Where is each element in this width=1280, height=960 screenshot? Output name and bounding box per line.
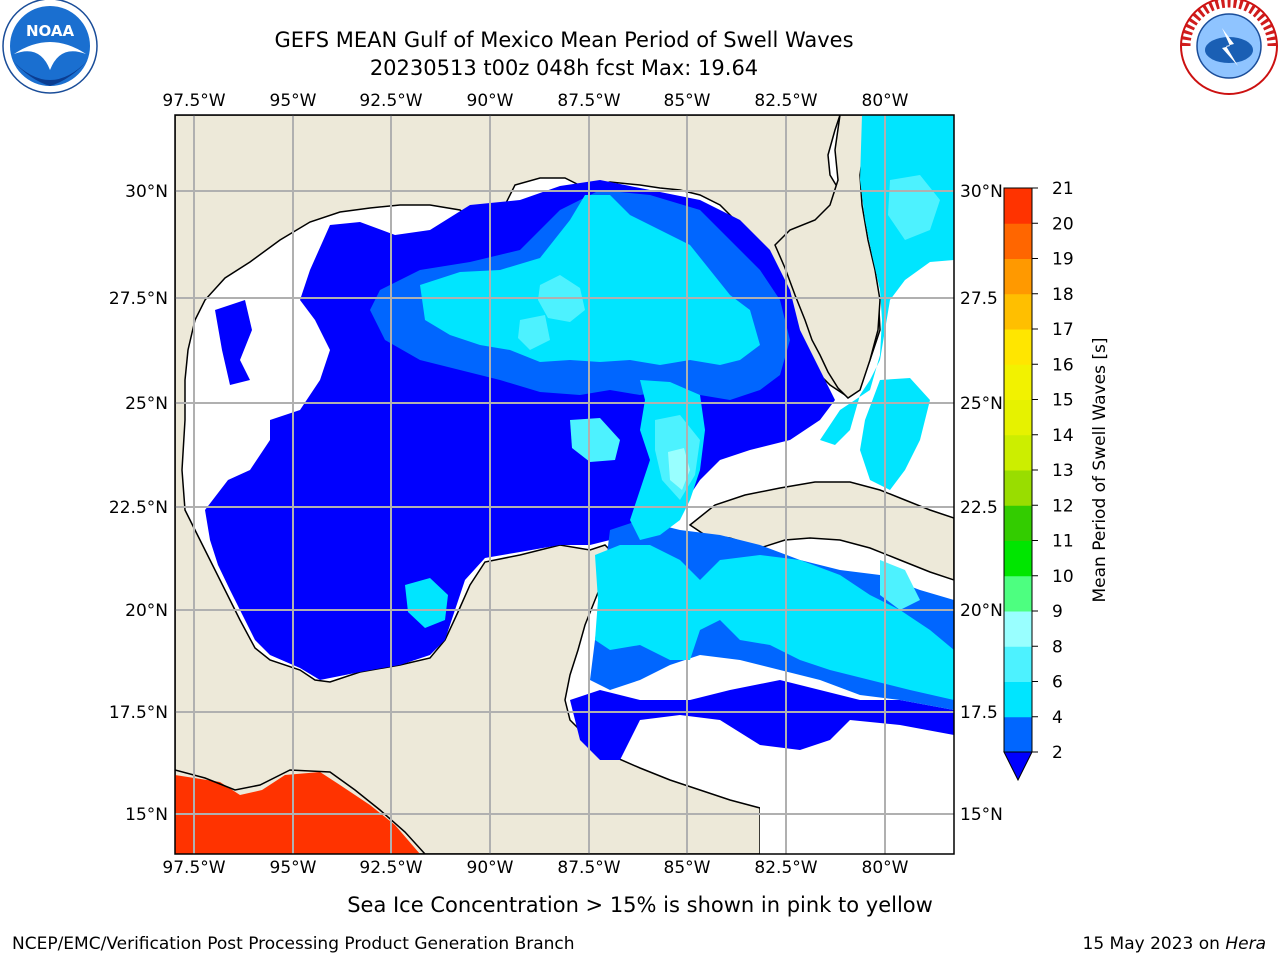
sea-ice-note: Sea Ice Concentration > 15% is shown in …	[347, 893, 933, 917]
colorbar-segment	[1004, 646, 1032, 682]
footer-date-prefix: 15 May 2023 on	[1083, 934, 1226, 954]
lat-labels-right: 30°N 27.5 25°N 22.5 20°N 17.5 15°N	[960, 182, 1003, 825]
lon-label-top: 80°W	[862, 91, 909, 111]
colorbar-tick-label: 11	[1052, 532, 1074, 552]
colorbar-tick-label: 18	[1052, 285, 1074, 305]
colorbar-segment	[1004, 540, 1032, 577]
lat-label-right: 20°N	[960, 601, 1003, 621]
colorbar-segment	[1004, 434, 1032, 471]
lat-labels-left: 30°N 27.5°N 25°N 22.5°N 20°N 17.5°N 15°N	[109, 182, 168, 825]
footer-date: 15 May 2023 on Hera	[1083, 934, 1267, 954]
lon-label-bottom: 87.5°W	[557, 858, 620, 878]
lon-label-top: 92.5°W	[359, 91, 422, 111]
swell-field-lightcyan-4	[880, 560, 920, 610]
lon-label-bottom: 90°W	[467, 858, 514, 878]
lon-label-bottom: 82.5°W	[754, 858, 817, 878]
colorbar-segment	[1004, 399, 1032, 436]
lon-labels-top: 97.5°W 95°W 92.5°W 90°W 87.5°W 85°W 82.5…	[162, 91, 908, 111]
colorbar-label: Mean Period of Swell Waves [s]	[1090, 338, 1110, 603]
lat-label-left: 20°N	[125, 601, 168, 621]
map-panel	[174, 114, 955, 855]
coast-pacific	[175, 769, 426, 854]
lat-label-right: 27.5	[960, 289, 998, 309]
colorbar-tick-label: 16	[1052, 355, 1074, 375]
swell-field-cyan-south	[595, 545, 954, 700]
colorbar-tick-label: 2	[1052, 743, 1063, 763]
colorbar-tick-label: 12	[1052, 496, 1074, 516]
lat-label-left: 25°N	[125, 394, 168, 414]
colorbar-tick-label: 4	[1052, 708, 1063, 728]
lon-label-top: 82.5°W	[754, 91, 817, 111]
colorbar-segments	[1004, 188, 1032, 753]
colorbar-segment	[1004, 716, 1032, 753]
lon-label-bottom: 92.5°W	[359, 858, 422, 878]
swell-field-blue-west	[215, 300, 252, 385]
colorbar-segment	[1004, 575, 1032, 612]
footer-credit: NCEP/EMC/Verification Post Processing Pr…	[12, 934, 575, 954]
colorbar-tick-label: 20	[1052, 214, 1074, 234]
colorbar-tick-label: 14	[1052, 426, 1074, 446]
lon-label-bottom: 97.5°W	[162, 858, 225, 878]
lon-label-top: 97.5°W	[162, 91, 225, 111]
map-subtitle: 20230513 t00z 048h fcst Max: 19.64	[370, 56, 758, 80]
colorbar-segment	[1004, 681, 1032, 718]
lon-label-top: 95°W	[270, 91, 317, 111]
colorbar-tick-label: 8	[1052, 637, 1063, 657]
colorbar-tick-label: 9	[1052, 602, 1063, 622]
lon-label-bottom: 95°W	[270, 858, 317, 878]
map-title: GEFS MEAN Gulf of Mexico Mean Period of …	[274, 28, 853, 52]
colorbar-under-triangle	[1003, 751, 1033, 782]
colorbar-segment	[1004, 364, 1032, 400]
colorbar-tick-label: 17	[1052, 320, 1074, 340]
colorbar-segment	[1004, 188, 1032, 224]
colorbar-tick-label: 21	[1052, 179, 1074, 199]
lat-label-left: 17.5°N	[109, 703, 168, 723]
lon-label-top: 90°W	[467, 91, 514, 111]
colorbar: 2 4 6 8 9 10 11 12 13 14 15 16 17 18 19 20 21 Mean Perio…	[1003, 179, 1110, 782]
lon-label-top: 87.5°W	[557, 91, 620, 111]
lat-label-left: 22.5°N	[109, 498, 168, 518]
colorbar-tick-label: 15	[1052, 391, 1074, 411]
lat-label-left: 27.5°N	[109, 289, 168, 309]
swell-field-cyan-bay	[405, 578, 448, 628]
colorbar-ticks: 2 4 6 8 9 10 11 12 13 14 15 16 17 18 19 20 21	[1032, 179, 1074, 763]
colorbar-segment	[1004, 470, 1032, 506]
lon-label-bottom: 85°W	[664, 858, 711, 878]
lat-label-right: 17.5	[960, 703, 998, 723]
lat-label-right: 25°N	[960, 394, 1003, 414]
swell-field-lightcyan-6	[518, 315, 550, 350]
land-florida	[774, 115, 881, 399]
swell-field-lightcyan-2	[570, 418, 620, 462]
colorbar-tick-label: 10	[1052, 567, 1074, 587]
swell-field-pale	[668, 448, 690, 490]
colorbar-segment	[1004, 293, 1032, 330]
colorbar-tick-label: 19	[1052, 250, 1074, 270]
lat-label-right: 30°N	[960, 182, 1003, 202]
swell-field-blue-south	[570, 680, 954, 760]
lat-label-right: 22.5	[960, 498, 998, 518]
colorbar-segment	[1004, 611, 1032, 647]
gridlines	[175, 115, 954, 854]
noaa-logo-text: NOAA	[26, 22, 75, 40]
nws-logo-icon	[1180, 0, 1278, 95]
lon-label-top: 85°W	[664, 91, 711, 111]
swell-field-cyan-bahamas	[860, 378, 930, 490]
colorbar-segment	[1004, 258, 1032, 295]
colorbar-tick-label: 13	[1052, 461, 1074, 481]
lat-label-left: 15°N	[125, 805, 168, 825]
footer-machine: Hera	[1225, 934, 1266, 954]
noaa-logo-icon: NOAA	[2, 0, 98, 94]
lat-label-right: 15°N	[960, 805, 1003, 825]
lon-label-bottom: 80°W	[862, 858, 909, 878]
map-layers	[175, 115, 954, 854]
colorbar-segment	[1004, 223, 1032, 259]
colorbar-tick-label: 6	[1052, 673, 1063, 693]
lat-label-left: 30°N	[125, 182, 168, 202]
colorbar-segment	[1004, 329, 1032, 365]
colorbar-segment	[1004, 505, 1032, 541]
ocean-caribbean-low	[760, 700, 954, 854]
map-frame	[174, 114, 955, 855]
lon-labels-bottom: 97.5°W 95°W 92.5°W 90°W 87.5°W 85°W 82.5…	[162, 858, 908, 878]
